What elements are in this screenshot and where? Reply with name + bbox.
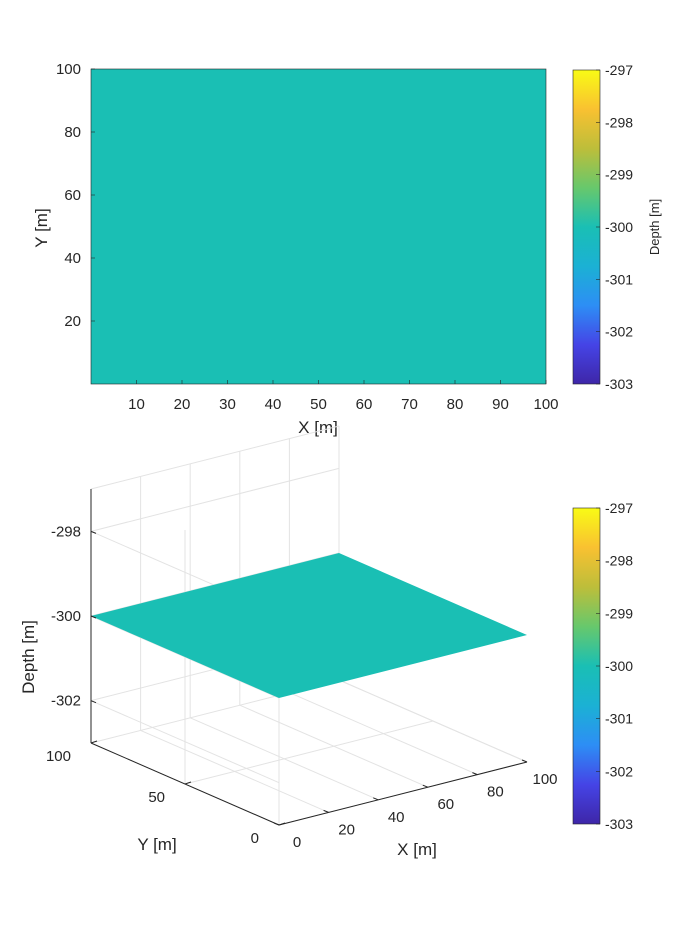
colorbar-bottom [572,507,601,825]
surface-z-tick-label: -300 [51,608,81,625]
surface-z-tick-label: -302 [51,693,81,710]
surface-z-tick [90,700,97,704]
surface-x-tick-label: 40 [388,809,405,826]
surface-x-axis-label: X [m] [397,840,437,859]
colorbar-top-tick-label: -299 [605,167,633,183]
heatmap-y-tick-label: 80 [64,124,81,141]
surface-ticks: 0 20 40 60 80 100 0 50 100 -298 -300 -302 [46,523,558,851]
surface-z-tick [90,530,97,534]
surface-x-axis-line [278,761,528,826]
heatmap-x-axis-label: X [m] [298,418,338,437]
heatmap-x-tick-label: 10 [128,396,145,413]
surface-z-tick [90,615,97,619]
surface-y-tick [278,822,286,826]
heatmap-y-tick-label: 60 [64,187,81,204]
heatmap-x-tick-label: 100 [533,396,558,413]
heatmap-y-tick-label: 100 [56,61,81,78]
surface-x-tick [273,822,280,826]
surface-x-tick-label: 0 [293,834,301,851]
surface-x-tick [472,772,478,776]
heatmap-y-tick-label: 20 [64,313,81,330]
heatmap-y-ticks: 20 40 60 80 100 [56,61,95,330]
surface-z-axis-label: Depth [m] [19,620,38,694]
heatmap-x-ticks: 10 20 30 40 50 60 70 80 90 100 [128,380,559,413]
grid-line [90,467,340,532]
heatmap-x-tick-label: 20 [174,396,191,413]
heatmap-y-tick-label: 40 [64,250,81,267]
heatmap-surface [91,69,546,384]
grid-line [90,700,280,784]
surface-y-tick-label: 100 [46,748,71,765]
heatmap-x-tick-label: 50 [310,396,327,413]
surface-x-tick-label: 60 [437,796,454,813]
heatmap-x-tick-label: 90 [492,396,509,413]
grid-line [90,425,340,490]
surface-y-tick [90,740,98,744]
surface-y-axis-label: Y [m] [137,835,176,854]
surface-y-tick-label: 50 [148,789,165,806]
surface-x-tick [373,797,379,801]
colorbar-bottom-tick-label: -302 [605,763,633,779]
surface-y-tick-label: 0 [251,830,259,847]
surface-y-tick [184,781,192,785]
colorbar-top-tick-label: -303 [605,376,633,392]
colorbar-bottom-tick-label: -301 [605,711,633,727]
surface-x-tick [323,809,329,813]
surface-plane [91,553,527,699]
colorbar-top-tick-label: -301 [605,271,633,287]
bottom-surface-panel: 0 20 40 60 80 100 0 50 100 -298 -300 -302 X [m] Y [… [19,425,633,859]
colorbar-top-tick-label: -302 [605,324,633,340]
heatmap-x-tick-label: 60 [356,396,373,413]
colorbar-top-tick-label: -297 [605,62,633,78]
colorbar-top [572,69,601,385]
colorbar-top-tick-label: -300 [605,219,633,235]
colorbar-bottom-tick-label: -303 [605,816,633,832]
heatmap-x-tick-label: 40 [265,396,282,413]
colorbar-top-tick-label: -298 [605,114,633,130]
colorbar-top-label: Depth [m] [647,199,662,255]
heatmap-x-tick-label: 70 [401,396,418,413]
colorbar-bottom-tick-label: -297 [605,500,633,516]
surface-x-tick-label: 80 [487,784,504,801]
heatmap-y-axis-label: Y [m] [32,208,51,247]
colorbar-bottom-ticks: -297 -298 -299 -300 -301 -302 -303 [596,500,633,832]
surface-x-tick [521,759,528,763]
surface-x-tick [422,784,428,788]
heatmap-x-tick-label: 30 [219,396,236,413]
colorbar-top-ticks: -297 -298 -299 -300 -301 -302 -303 [596,62,633,392]
surface-z-tick-label: -298 [51,523,81,540]
grid-line [184,720,434,785]
colorbar-bottom-tick-label: -299 [605,605,633,621]
surface-x-tick-label: 100 [532,771,557,788]
colorbar-bottom-tick-label: -298 [605,553,633,569]
surface-x-tick-label: 20 [338,821,355,838]
colorbar-bottom-tick-label: -300 [605,658,633,674]
heatmap-x-tick-label: 80 [447,396,464,413]
grid-line [338,679,528,763]
